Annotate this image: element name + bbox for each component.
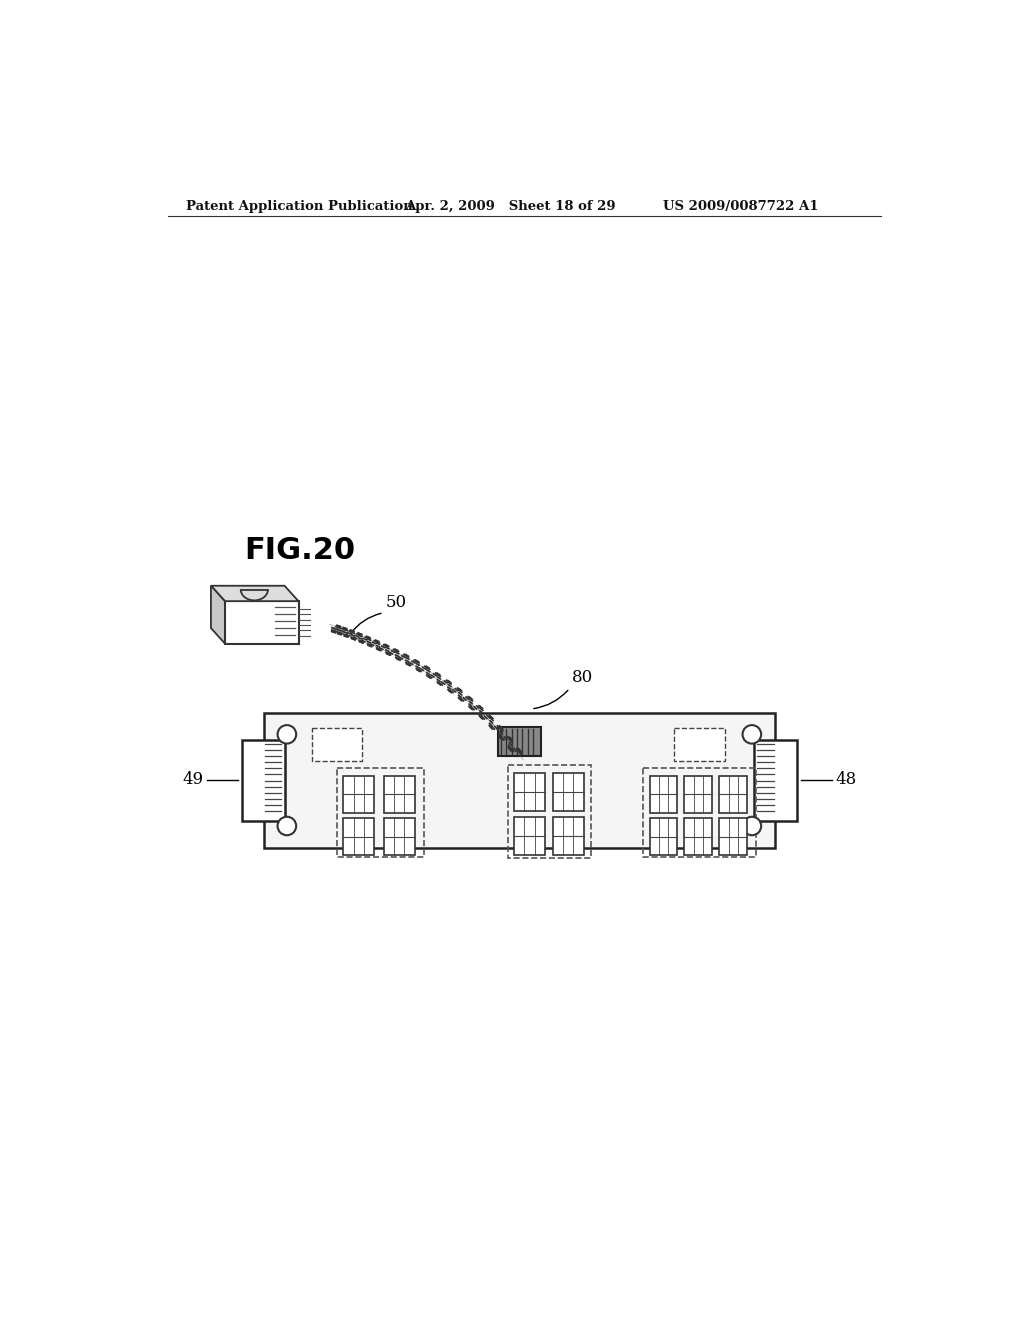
Text: 48: 48 bbox=[836, 771, 857, 788]
Circle shape bbox=[742, 817, 761, 836]
Polygon shape bbox=[225, 601, 299, 644]
Text: 80: 80 bbox=[572, 669, 593, 686]
FancyBboxPatch shape bbox=[311, 729, 362, 760]
FancyBboxPatch shape bbox=[684, 776, 713, 813]
FancyBboxPatch shape bbox=[343, 818, 375, 855]
Polygon shape bbox=[755, 739, 797, 821]
FancyBboxPatch shape bbox=[514, 817, 545, 855]
FancyBboxPatch shape bbox=[384, 776, 415, 813]
Polygon shape bbox=[263, 713, 775, 847]
FancyBboxPatch shape bbox=[684, 818, 713, 855]
Circle shape bbox=[278, 725, 296, 743]
FancyBboxPatch shape bbox=[343, 776, 375, 813]
Text: 50: 50 bbox=[386, 594, 408, 611]
Polygon shape bbox=[211, 586, 299, 601]
Text: FIG.20: FIG.20 bbox=[245, 536, 355, 565]
Circle shape bbox=[742, 725, 761, 743]
FancyBboxPatch shape bbox=[553, 774, 584, 812]
FancyBboxPatch shape bbox=[649, 818, 678, 855]
FancyBboxPatch shape bbox=[675, 729, 725, 760]
FancyBboxPatch shape bbox=[384, 818, 415, 855]
Polygon shape bbox=[242, 739, 285, 821]
FancyBboxPatch shape bbox=[649, 776, 678, 813]
Text: 49: 49 bbox=[182, 771, 203, 788]
FancyBboxPatch shape bbox=[719, 818, 748, 855]
FancyBboxPatch shape bbox=[553, 817, 584, 855]
FancyBboxPatch shape bbox=[498, 726, 541, 756]
Text: US 2009/0087722 A1: US 2009/0087722 A1 bbox=[663, 199, 818, 213]
Text: Apr. 2, 2009   Sheet 18 of 29: Apr. 2, 2009 Sheet 18 of 29 bbox=[406, 199, 616, 213]
FancyBboxPatch shape bbox=[514, 774, 545, 812]
Polygon shape bbox=[211, 586, 225, 644]
Text: Patent Application Publication: Patent Application Publication bbox=[186, 199, 413, 213]
Circle shape bbox=[278, 817, 296, 836]
FancyBboxPatch shape bbox=[719, 776, 748, 813]
